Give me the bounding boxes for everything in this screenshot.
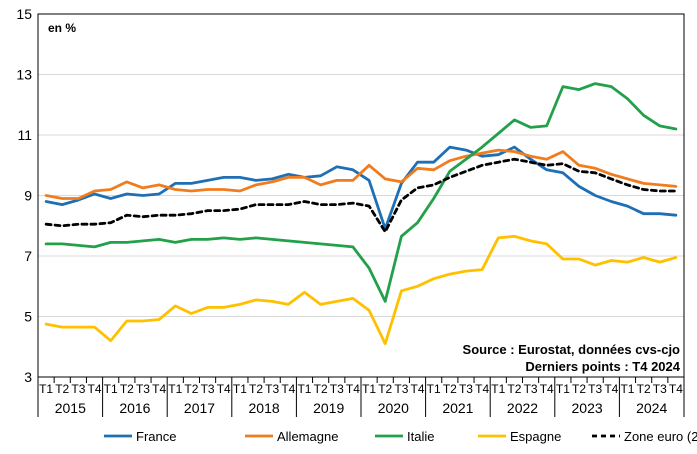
series-lines <box>44 82 678 346</box>
series-line-france <box>44 145 678 231</box>
y-tick-label: 9 <box>24 188 32 204</box>
quarter-label: T4 <box>152 382 166 396</box>
quarter-label: T3 <box>201 382 215 396</box>
series-line-allemagne <box>44 148 678 200</box>
quarter-label: T2 <box>507 382 521 396</box>
year-label: 2021 <box>442 400 473 416</box>
quarter-label: T4 <box>669 382 683 396</box>
quarter-label: T3 <box>459 382 473 396</box>
quarter-label: T3 <box>71 382 85 396</box>
legend-label: Italie <box>407 429 434 444</box>
quarter-label: T4 <box>88 382 102 396</box>
year-label: 2015 <box>55 400 86 416</box>
legend-item: Allemagne <box>245 429 338 444</box>
year-label: 2019 <box>313 400 344 416</box>
quarter-label: T1 <box>104 382 118 396</box>
quarter-label: T4 <box>411 382 425 396</box>
quarter-label: T3 <box>588 382 602 396</box>
year-label: 2016 <box>119 400 150 416</box>
y-tick-label: 15 <box>16 6 32 22</box>
quarter-label: T2 <box>184 382 198 396</box>
legend-item: Espagne <box>478 429 561 444</box>
quarter-label: T3 <box>524 382 538 396</box>
quarter-label: T2 <box>637 382 651 396</box>
quarter-label: T1 <box>362 382 376 396</box>
quarter-label: T4 <box>540 382 554 396</box>
quarter-label: T1 <box>39 382 53 396</box>
legend-item: Zone euro (20) <box>592 429 697 444</box>
quarter-label: T4 <box>346 382 360 396</box>
legend-item: France <box>104 429 176 444</box>
quarter-label: T1 <box>620 382 634 396</box>
x-axis: T1 T2 T3 T4 T1 T2 T3 T4 T1 T2 T3 T4 T1 T2 T3 T4 T1 T2 T3 T4… <box>37 377 685 417</box>
quarter-label: T1 <box>297 382 311 396</box>
year-label: 2023 <box>572 400 603 416</box>
quarter-label: T2 <box>572 382 586 396</box>
quarter-label: T2 <box>55 382 69 396</box>
quarter-label: T2 <box>249 382 263 396</box>
series-line-zone-euro-20 <box>44 157 678 234</box>
y-tick-label: 3 <box>24 369 32 385</box>
quarter-label: T1 <box>233 382 247 396</box>
quarter-label: T4 <box>604 382 618 396</box>
y-tick-label: 7 <box>24 248 32 264</box>
legend-label: Zone euro (20) <box>624 429 697 444</box>
year-label: 2017 <box>184 400 215 416</box>
year-label: 2022 <box>507 400 538 416</box>
quarter-label: T4 <box>281 382 295 396</box>
quarter-label: T1 <box>556 382 570 396</box>
quarter-label: T3 <box>653 382 667 396</box>
quarter-label: T3 <box>394 382 408 396</box>
legend-label: Allemagne <box>277 429 338 444</box>
quarter-label: T1 <box>427 382 441 396</box>
legend-label: France <box>136 429 176 444</box>
legend-label: Espagne <box>510 429 561 444</box>
legend: France Allemagne Italie Espagne Zone euro (2… <box>104 429 697 444</box>
y-tick-label: 5 <box>24 309 32 325</box>
quarter-label: T1 <box>491 382 505 396</box>
quarter-label: T2 <box>378 382 392 396</box>
quarter-label: T4 <box>475 382 489 396</box>
y-axis: 3 5 7 9 11 13 15 <box>16 6 32 385</box>
year-label: 2020 <box>378 400 409 416</box>
y-tick-label: 11 <box>17 127 32 143</box>
last-points-note: Derniers points : T4 2024 <box>525 359 680 374</box>
quarter-label: T2 <box>314 382 328 396</box>
source-note: Source : Eurostat, données cvs-cjo <box>463 342 681 357</box>
quarter-label: T3 <box>330 382 344 396</box>
quarter-label: T1 <box>168 382 182 396</box>
year-label: 2024 <box>636 400 667 416</box>
series-line-italie <box>44 82 678 303</box>
quarter-label: T4 <box>217 382 231 396</box>
unit-label: en % <box>48 21 76 35</box>
y-tick-label: 13 <box>16 67 32 83</box>
quarter-label: T3 <box>136 382 150 396</box>
legend-item: Italie <box>375 429 434 444</box>
year-label: 2018 <box>249 400 280 416</box>
quarter-label: T2 <box>120 382 134 396</box>
series-line-espagne <box>44 234 678 346</box>
quarter-label: T2 <box>443 382 457 396</box>
quarter-label: T3 <box>265 382 279 396</box>
